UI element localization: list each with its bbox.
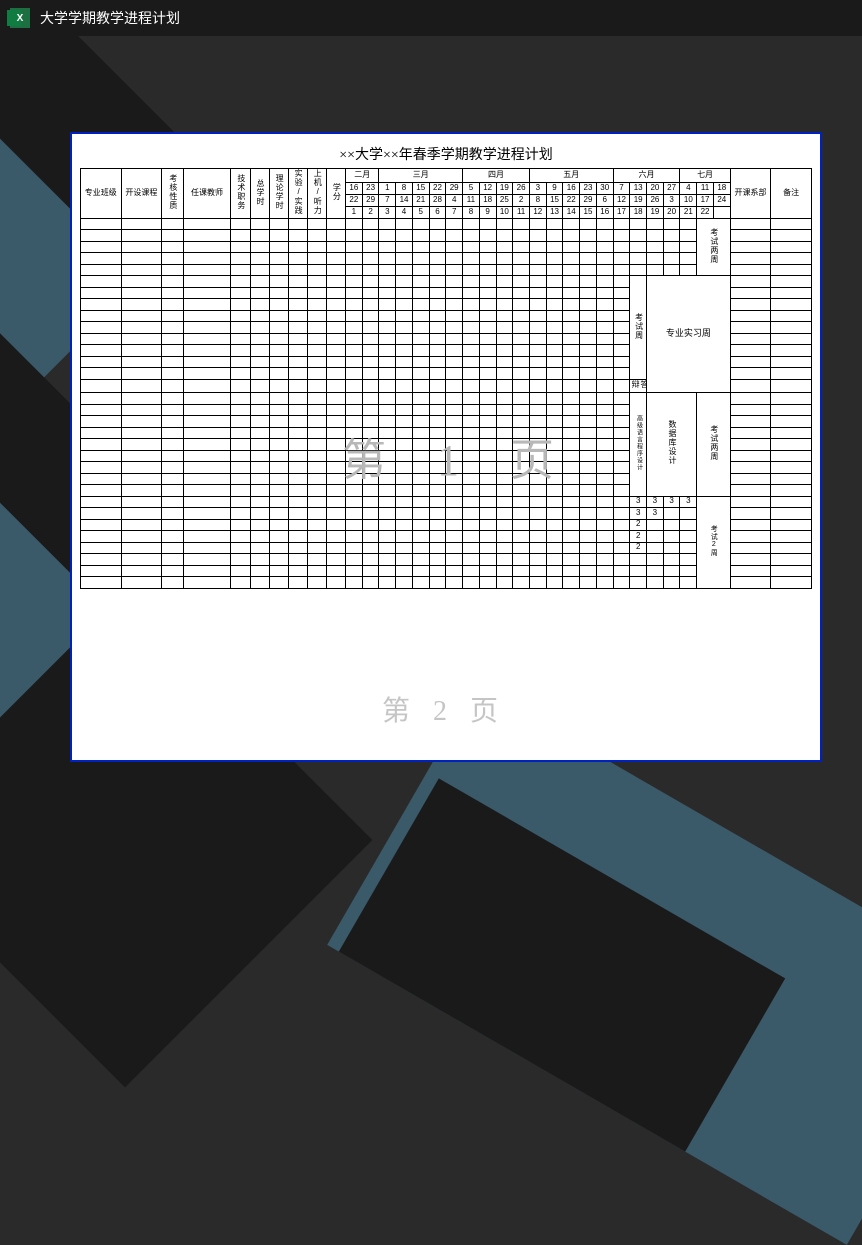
- hdr-month-7: 七月: [680, 169, 730, 183]
- table-row: 3333 考试2周: [81, 496, 812, 508]
- table-row: 考试周 专业实习周: [81, 276, 812, 288]
- header-row-months: 专业班级 开设课程 考核性质 任课教师 技术职务 总学时 理论学时 实验/实践 …: [81, 169, 812, 183]
- hdr-course: 开设课程: [121, 169, 162, 219]
- window-title: 大学学期教学进程计划: [40, 8, 180, 28]
- block-adv-lang: 高级语言程序设计: [630, 393, 647, 497]
- table-row: 考试两周: [81, 218, 812, 230]
- watermark-page-2: 第 2 页: [382, 689, 506, 729]
- hdr-month-3: 三月: [379, 169, 463, 183]
- hdr-note: 备注: [771, 169, 812, 219]
- hdr-total: 总学时: [250, 169, 269, 219]
- block-exam-2weeks-b: 考试两周: [697, 393, 730, 497]
- hdr-theory: 理论学时: [269, 169, 288, 219]
- hdr-month-5: 五月: [529, 169, 613, 183]
- hdr-assess: 考核性质: [162, 169, 183, 219]
- hdr-month-6: 六月: [613, 169, 680, 183]
- hdr-exp: 实验/实践: [288, 169, 307, 219]
- window-titlebar: X 大学学期教学进程计划: [0, 0, 862, 36]
- hdr-lab: 上机/听力: [307, 169, 326, 219]
- block-db-design: 数据库设计: [647, 393, 697, 497]
- hdr-dept: 开课系部: [730, 169, 771, 219]
- spreadsheet-page: ××大学××年春季学期教学进程计划 第 1 页 第 2 页 专业班级 开设课程 …: [70, 132, 822, 762]
- hdr-teacher: 任课教师: [183, 169, 231, 219]
- block-exam-2weeks-a: 考试两周: [697, 218, 730, 276]
- schedule-table: 专业班级 开设课程 考核性质 任课教师 技术职务 总学时 理论学时 实验/实践 …: [80, 168, 812, 589]
- hdr-month-4: 四月: [463, 169, 530, 183]
- hdr-class: 专业班级: [81, 169, 122, 219]
- sheet-title: ××大学××年春季学期教学进程计划: [80, 142, 812, 168]
- table-row: 高级语言程序设计 数据库设计 考试两周: [81, 393, 812, 405]
- block-exam-2weeks-c: 考试2周: [697, 496, 730, 588]
- block-exam-1week: 考试周: [630, 276, 647, 380]
- block-reply: 答辩: [630, 379, 647, 392]
- hdr-tech: 技术职务: [231, 169, 250, 219]
- hdr-credit: 学分: [326, 169, 345, 219]
- excel-icon: X: [10, 8, 30, 28]
- block-intern: 专业实习周: [647, 276, 731, 393]
- hdr-month-2: 二月: [346, 169, 379, 183]
